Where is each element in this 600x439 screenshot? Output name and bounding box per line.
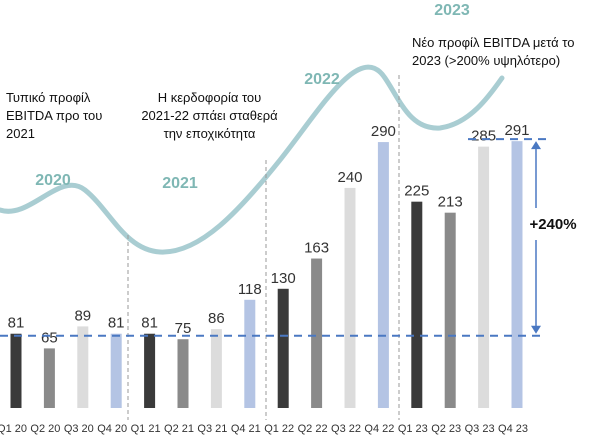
note-2021-22: Η κερδοφορία του 2021-22 σπάει σταθερά την… <box>122 89 297 143</box>
bar <box>43 348 55 408</box>
bar-value-label: 213 <box>438 194 463 211</box>
x-tick-label: Q3 22 <box>331 423 361 435</box>
bar-value-label: 225 <box>404 183 429 200</box>
note-2020-line: 2021 <box>6 126 35 141</box>
bar <box>77 326 89 408</box>
note-2023: Νέο προφίλ EBITDA μετά το 2023 (>200% υψη… <box>412 34 598 70</box>
bar <box>478 146 490 408</box>
year-labels-group: 2020 2021 2022 2023 <box>35 2 470 192</box>
bar <box>144 333 156 408</box>
bar <box>177 339 189 408</box>
bar-value-label: 130 <box>271 270 296 287</box>
year-label: 2022 <box>304 71 340 88</box>
x-axis-labels-group: Q1 20 Q2 20 Q3 20 Q4 20 Q1 21 Q2 21 Q3 21 Q4 21… <box>0 423 528 435</box>
bar-value-label: 285 <box>471 128 496 145</box>
x-tick-label: Q2 22 <box>298 423 328 435</box>
x-tick-label: Q4 23 <box>498 423 528 435</box>
seasonality-trend-curve <box>0 64 505 255</box>
growth-label: +240% <box>529 216 576 233</box>
bar <box>10 333 22 408</box>
bar <box>311 258 323 408</box>
x-tick-label: Q4 21 <box>231 423 261 435</box>
bar <box>210 329 222 408</box>
x-tick-label: Q3 20 <box>64 423 94 435</box>
year-label: 2023 <box>434 2 470 19</box>
bar-value-label: 290 <box>371 123 396 140</box>
x-tick-label: Q2 20 <box>30 423 60 435</box>
bar-value-label: 291 <box>504 122 529 139</box>
bar <box>344 187 356 408</box>
year-dividers <box>127 75 400 420</box>
bar-value-label: 118 <box>238 281 262 298</box>
x-tick-label: Q4 20 <box>97 423 127 435</box>
note-2021-22-line: την εποχικότητα <box>163 126 256 141</box>
bar <box>411 201 423 408</box>
x-tick-label: Q4 22 <box>364 423 394 435</box>
bar-value-label: 240 <box>337 169 362 186</box>
growth-arrowhead-up <box>531 141 541 150</box>
x-tick-label: Q3 21 <box>197 423 227 435</box>
note-2023-line: 2023 (>200% υψηλότερο) <box>412 53 561 68</box>
bar <box>244 299 256 408</box>
bar-value-label: 81 <box>108 315 125 332</box>
bar-value-label: 65 <box>41 329 58 346</box>
growth-indicator: +240% <box>529 141 577 334</box>
bar-value-label: 81 <box>141 315 158 332</box>
bar-value-label: 86 <box>208 310 225 327</box>
x-tick-label: Q1 21 <box>131 423 161 435</box>
note-2020: Τυπικό προφίλ EBITDA προ του 2021 <box>6 89 126 143</box>
bars-group <box>10 141 523 408</box>
note-2020-line: EBITDA προ του <box>6 108 103 123</box>
bar <box>444 212 456 408</box>
note-2021-22-line: 2021-22 σπάει σταθερά <box>141 108 278 123</box>
note-2023-line: Νέο προφίλ EBITDA μετά το <box>412 35 575 50</box>
bar <box>377 142 389 408</box>
value-labels-group: 81 65 89 81 81 75 86 118 130 163 240 290 225 213 285 29… <box>8 122 530 346</box>
x-tick-label: Q2 23 <box>431 423 461 435</box>
bar <box>511 141 523 408</box>
note-2021-22-line: Η κερδοφορία του <box>157 90 262 105</box>
bar-value-label: 75 <box>175 320 192 337</box>
bar <box>277 288 289 408</box>
x-tick-label: Q1 22 <box>264 423 294 435</box>
bar-value-label: 89 <box>74 307 91 324</box>
x-tick-label: Q2 21 <box>164 423 194 435</box>
bar-value-label: 81 <box>8 315 25 332</box>
baseline-dashed-lines <box>0 138 548 337</box>
year-label: 2021 <box>162 175 198 192</box>
x-tick-label: Q1 23 <box>398 423 428 435</box>
growth-arrowhead-down <box>531 325 541 334</box>
x-tick-label: Q3 23 <box>465 423 495 435</box>
note-2020-line: Τυπικό προφίλ <box>6 90 91 105</box>
bar <box>110 333 122 408</box>
x-tick-label: Q1 20 <box>0 423 27 435</box>
year-label: 2020 <box>35 172 71 189</box>
bar-value-label: 163 <box>304 240 329 257</box>
